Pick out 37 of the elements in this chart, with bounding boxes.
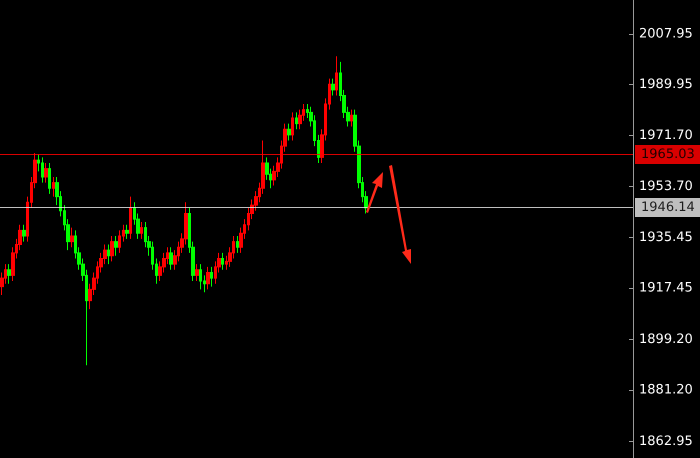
y-tick-label: 1917.45	[639, 280, 693, 296]
ref-line-label: 1946.14	[641, 200, 695, 216]
candlestick	[107, 244, 110, 265]
candlestick	[287, 123, 291, 141]
candlestick	[48, 162, 51, 194]
candlestick	[114, 236, 118, 256]
candlestick	[22, 224, 26, 242]
candlestick	[206, 266, 210, 290]
candlestick	[125, 224, 129, 240]
candlestick	[41, 156, 44, 184]
y-tick-label: 1899.20	[639, 332, 693, 347]
candlestick	[335, 56, 338, 96]
candlestick	[331, 78, 335, 96]
candlestick	[7, 264, 11, 284]
y-tick-label: 1971.70	[639, 128, 693, 144]
candlestick	[110, 236, 114, 262]
candlestick	[350, 109, 353, 127]
candlestick	[199, 264, 202, 290]
ref-line-label: 1965.03	[641, 146, 695, 162]
candlestick	[140, 221, 143, 240]
candlestick	[169, 246, 173, 270]
y-tick-label: 1989.95	[639, 76, 693, 92]
candlestick	[70, 227, 74, 248]
candlestick	[295, 112, 298, 130]
candlestick	[291, 112, 294, 141]
y-tick-label: 1935.45	[639, 230, 693, 246]
candlestick	[221, 252, 224, 270]
candlestick	[236, 236, 239, 254]
y-tick-label: 1862.95	[639, 434, 693, 449]
candlestick	[129, 196, 132, 240]
candlestick	[195, 264, 199, 282]
candlestick	[52, 176, 55, 198]
y-tick-label: 1953.70	[639, 178, 693, 194]
candlestick	[210, 266, 213, 288]
y-tick-label: 2007.95	[639, 26, 693, 42]
candlestick	[44, 162, 48, 184]
y-tick-label: 1881.20	[639, 382, 693, 398]
